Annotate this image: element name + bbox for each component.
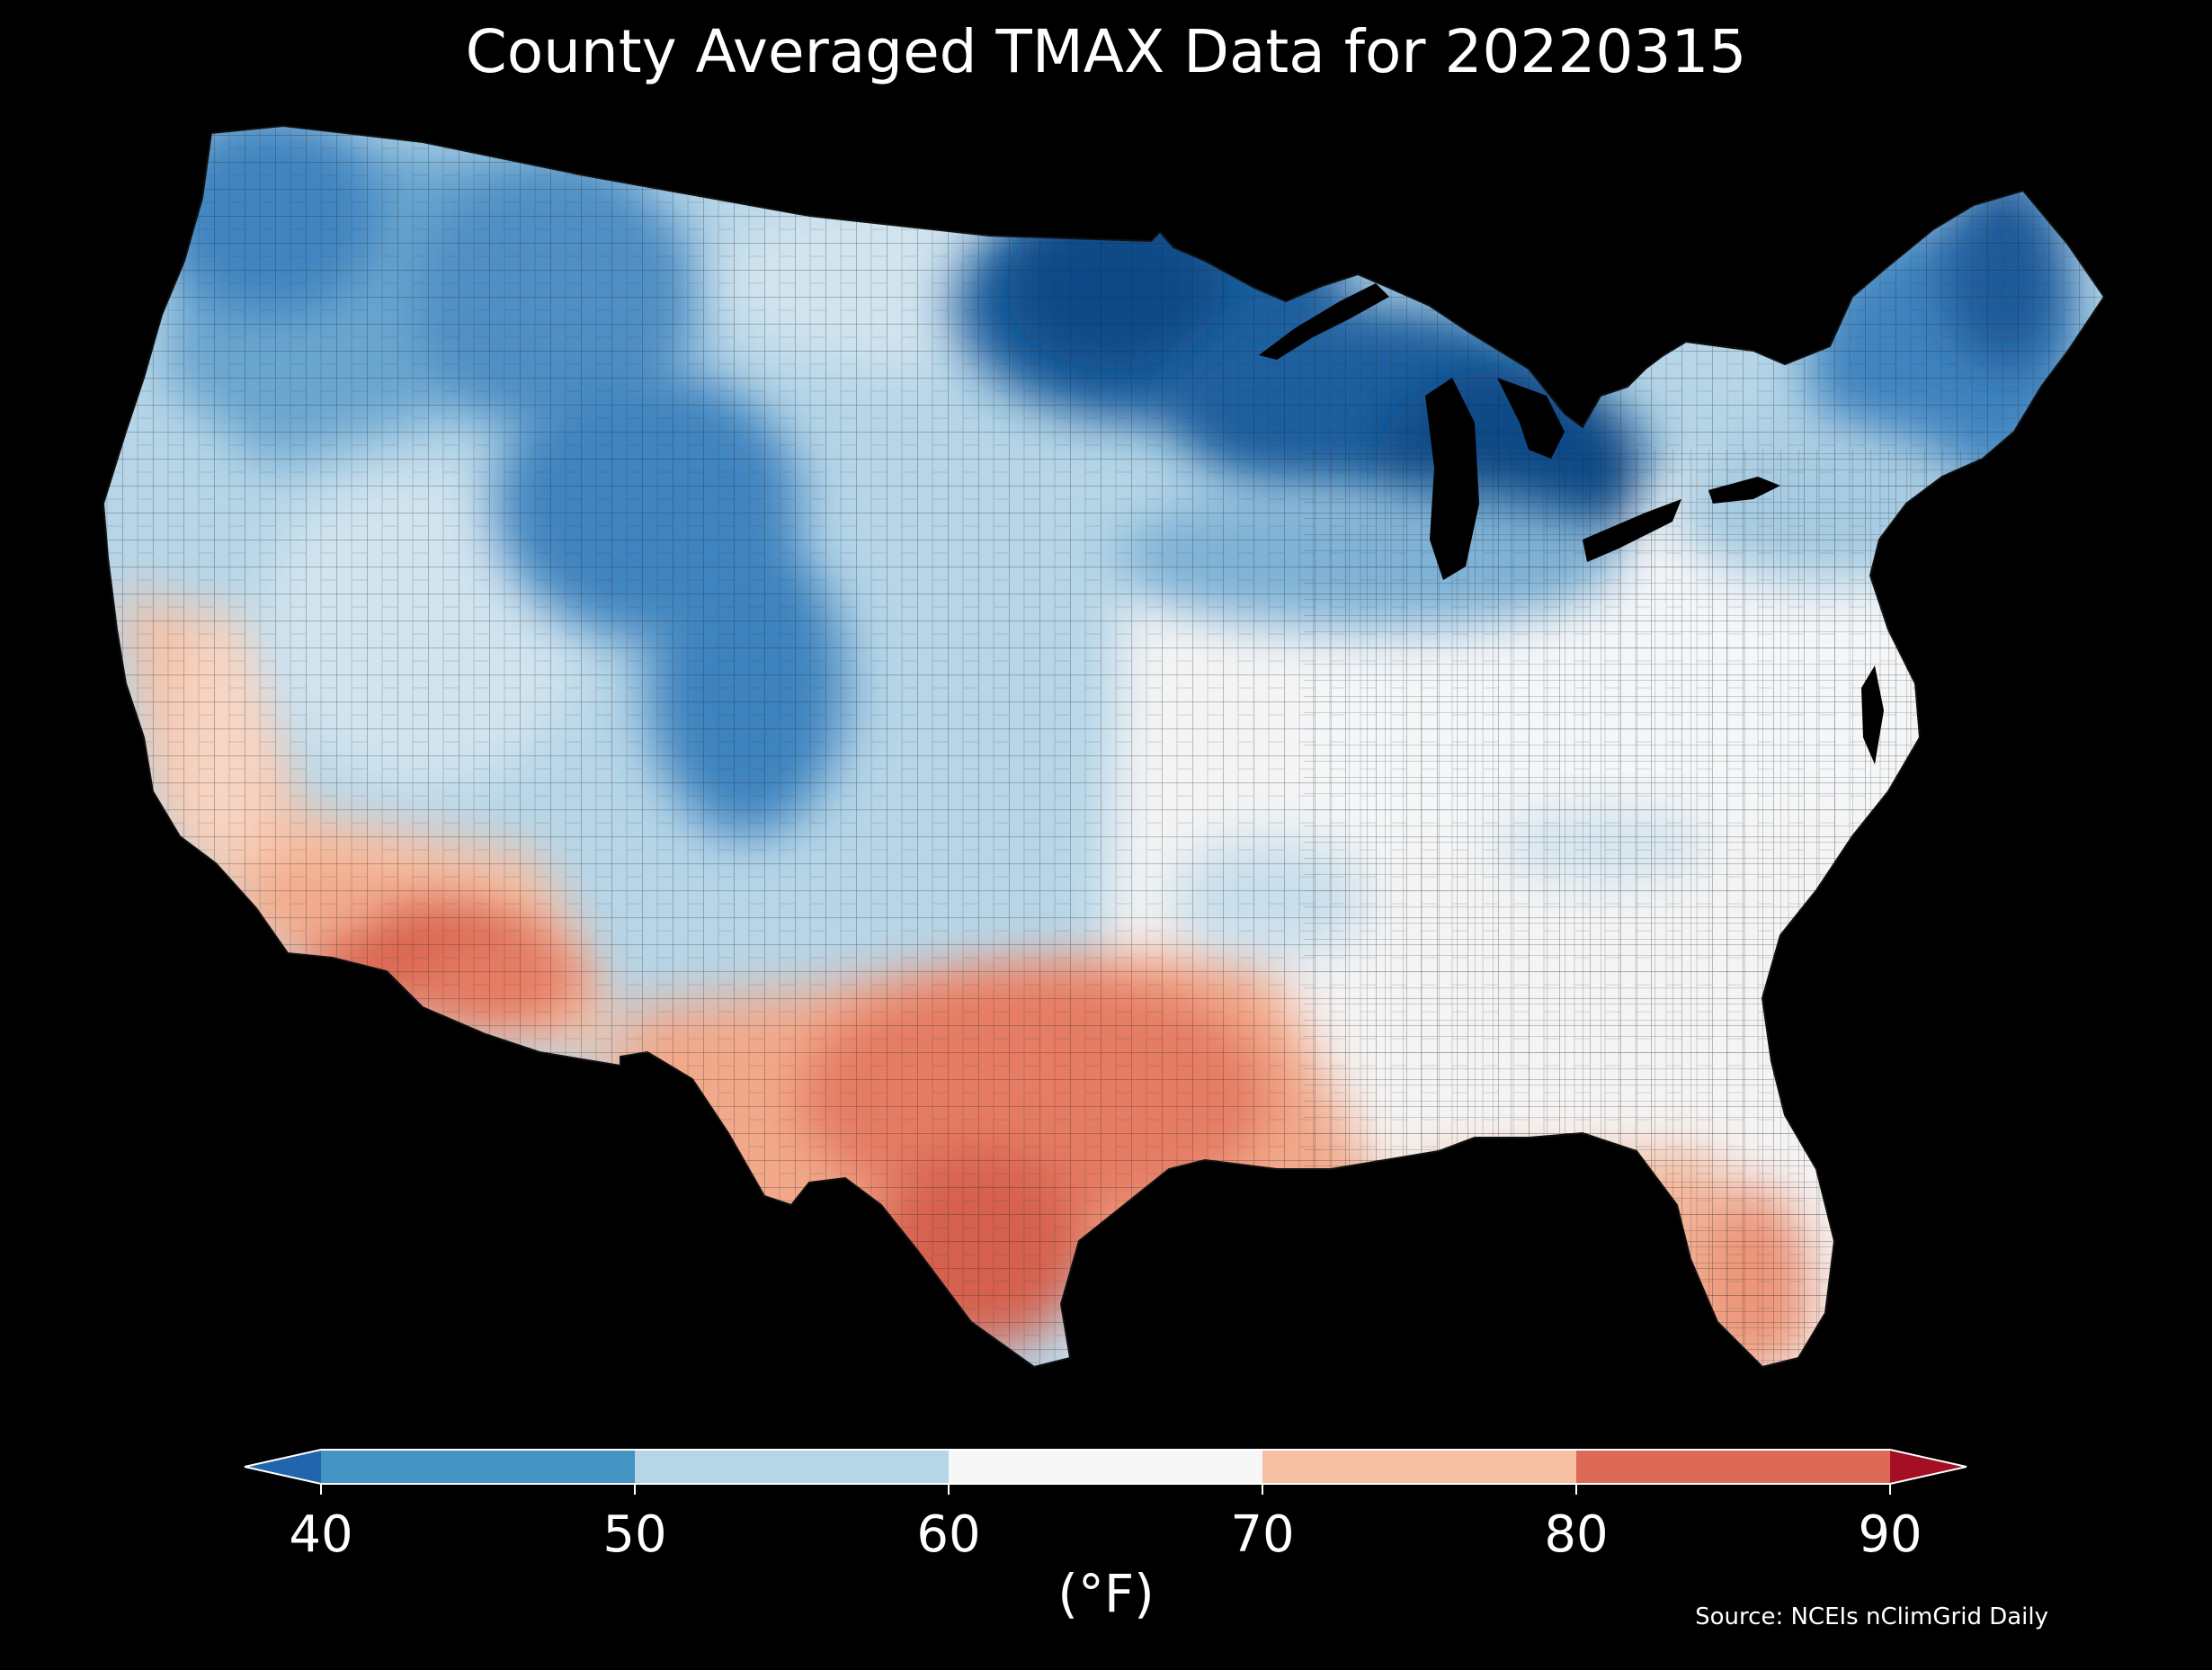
colorbar-bins: [244, 1449, 1967, 1485]
colorbar-tick-label: 70: [1230, 1505, 1294, 1564]
lake-michigan: [1425, 378, 1479, 580]
lake-ontario: [1708, 477, 1780, 504]
us-outline: [102, 124, 2106, 1369]
colorbar-tick-label: 80: [1544, 1505, 1608, 1564]
lake-superior: [1259, 283, 1389, 360]
colorbar-bin: [1262, 1450, 1576, 1484]
colorbar-ticks: 40 50 60 70 80 90: [289, 1484, 1922, 1564]
colorbar-tick-label: 90: [1858, 1505, 1922, 1564]
colorbar-extend-high: [1890, 1450, 1967, 1484]
colorbar-tick-label: 50: [602, 1505, 666, 1564]
chesapeake-bay: [1861, 665, 1884, 764]
colorbar-tick-label: 60: [916, 1505, 980, 1564]
colorbar-bin: [949, 1450, 1262, 1484]
temperature-field: [103, 126, 2104, 1367]
colorbar-unit-label: (°F): [1057, 1563, 1155, 1624]
colorbar-bin: [635, 1450, 949, 1484]
great-lakes: [1259, 283, 1884, 764]
colorbar-extend-low: [245, 1450, 321, 1484]
lake-erie: [1583, 499, 1681, 562]
colorbar-bin: [1576, 1450, 1890, 1484]
source-note: Source: NCEIs nClimGrid Daily: [1695, 1603, 2048, 1630]
colorbar-tick-label: 40: [289, 1505, 352, 1564]
colorbar-bin: [321, 1450, 635, 1484]
colorbar: 40 50 60 70 80 90: [244, 1449, 1967, 1564]
lake-huron: [1497, 378, 1565, 459]
map-title: County Averaged TMAX Data for 20220315: [465, 17, 1747, 86]
